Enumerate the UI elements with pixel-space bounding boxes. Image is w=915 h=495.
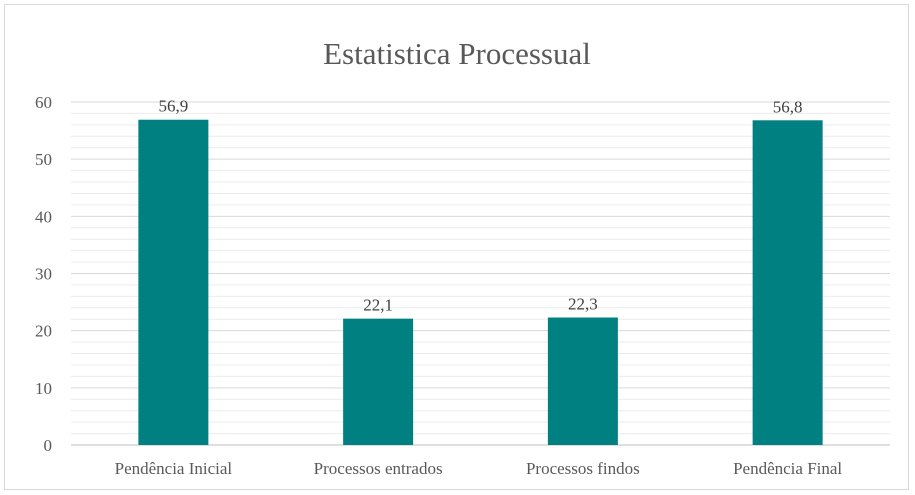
y-tick-label: 50 xyxy=(35,150,52,169)
bar-value-label: 56,8 xyxy=(773,97,803,116)
y-tick-label: 40 xyxy=(35,207,52,226)
bar-value-label: 22,3 xyxy=(568,295,598,314)
bar xyxy=(547,317,618,445)
y-tick-label: 60 xyxy=(35,93,52,112)
bars xyxy=(138,119,823,445)
chart-frame: Estatistica Processual 0 10 20 30 40 50 60 56,… xyxy=(4,4,909,490)
category-label: Pendência Inicial xyxy=(115,459,233,478)
y-tick-label: 0 xyxy=(44,436,53,455)
category-label: Processos findos xyxy=(526,459,640,478)
y-tick-label: 10 xyxy=(35,379,52,398)
category-label: Pendência Final xyxy=(733,459,842,478)
data-labels: 56,9 22,1 22,3 56,8 xyxy=(159,97,803,315)
y-tick-label: 30 xyxy=(35,265,52,284)
bar-chart: Estatistica Processual 0 10 20 30 40 50 60 56,… xyxy=(35,36,890,478)
bar-value-label: 56,9 xyxy=(159,97,189,116)
chart-title: Estatistica Processual xyxy=(323,36,591,71)
x-axis-categories: Pendência Inicial Processos entrados Proce… xyxy=(115,459,843,478)
y-tick-label: 20 xyxy=(35,322,52,341)
bar xyxy=(752,120,823,445)
category-label: Processos entrados xyxy=(314,459,443,478)
bar-value-label: 22,1 xyxy=(363,296,393,315)
bar xyxy=(138,119,209,445)
bar xyxy=(343,318,414,445)
y-axis-ticks: 0 10 20 30 40 50 60 xyxy=(35,93,52,455)
